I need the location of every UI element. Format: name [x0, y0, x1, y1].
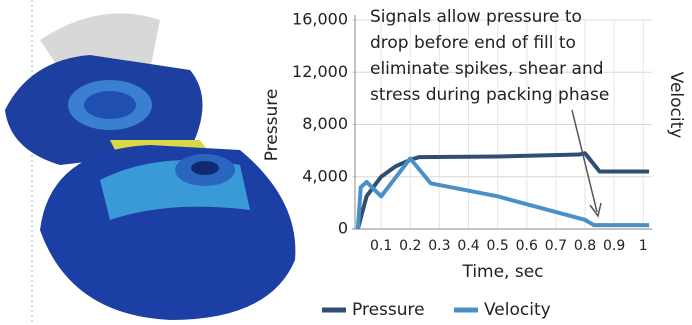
part-illustration	[5, 0, 295, 325]
x-tick-label: 0.3	[428, 238, 450, 254]
y-tick-label: 16,000	[292, 10, 348, 29]
annotation: drop before end of fill to	[370, 33, 576, 53]
x-tick-label: 0.2	[399, 238, 421, 254]
x-tick-label: 0.9	[603, 238, 625, 254]
series-line	[358, 158, 649, 229]
page: Pressure Velocity Time, sec 0 4,000 8,000 1…	[0, 0, 692, 325]
legend-label: Pressure	[352, 300, 425, 320]
annotation: Signals allow pressure to	[370, 7, 582, 27]
x-axis-label: Time, sec	[461, 262, 543, 282]
annotation: eliminate spikes, shear and	[370, 59, 604, 79]
y-axis-label: Pressure	[262, 89, 282, 162]
x-tick-label: 0.7	[545, 238, 567, 254]
legend-label: Velocity	[484, 300, 551, 320]
x-tick-label: 0.4	[457, 238, 479, 254]
y-tick-label: 8,000	[302, 114, 348, 133]
y-tick-label: 4,000	[302, 166, 348, 185]
y-tick-label: 12,000	[292, 62, 348, 81]
x-tick-label: 0.1	[370, 238, 392, 254]
x-tick-label: 0.8	[574, 238, 596, 254]
x-tick-label: 0.6	[516, 238, 538, 254]
spout-hole	[191, 161, 219, 175]
y-tick-label: 0	[338, 219, 348, 238]
y2-axis-label: Velocity	[666, 72, 686, 139]
x-tick-label: 0.5	[486, 238, 508, 254]
lid-ring-inner	[84, 91, 136, 119]
series-line	[358, 153, 649, 229]
annotation: stress during packing phase	[370, 85, 609, 105]
x-tick-label: 1	[639, 238, 648, 254]
